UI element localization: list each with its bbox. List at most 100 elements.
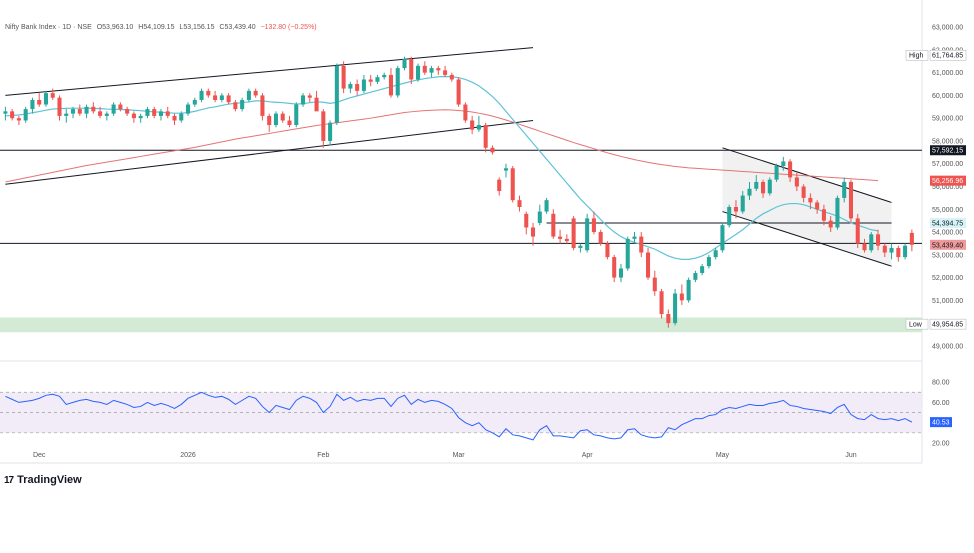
candle	[429, 65, 434, 78]
candle-body	[118, 104, 123, 110]
price-label: 57,592.15	[932, 148, 963, 155]
candle	[409, 56, 414, 85]
symbol-name[interactable]: Nifty Bank Index · 1D · NSE	[5, 24, 92, 31]
candle	[544, 197, 549, 214]
candle	[179, 111, 184, 123]
candle-body	[591, 218, 596, 233]
candle-body	[794, 177, 799, 187]
candle-body	[618, 268, 623, 278]
candle	[30, 97, 35, 114]
candle	[848, 179, 853, 223]
symbol-header: Nifty Bank Index · 1D · NSE O53,963.10 H…	[5, 24, 320, 31]
price-label: 53,439.40	[932, 242, 963, 249]
price-tick-label: 56,000.00	[932, 184, 963, 191]
candle-body	[43, 93, 48, 105]
candle-body	[727, 206, 732, 226]
candle-body	[341, 65, 346, 89]
candle	[679, 284, 684, 305]
candle	[199, 88, 204, 103]
sma-fast-line	[5, 75, 879, 260]
candle-body	[301, 95, 306, 105]
candle	[903, 243, 908, 260]
candle-body	[740, 195, 745, 212]
candle	[436, 65, 441, 75]
candle	[612, 254, 617, 283]
candle-body	[497, 179, 502, 192]
candle	[578, 243, 583, 253]
price-label: 54,394.75	[932, 221, 963, 228]
low-value: L53,156.15	[179, 24, 215, 31]
candle	[138, 113, 143, 123]
candle-body	[848, 181, 853, 219]
candle	[801, 184, 806, 203]
price-label-tag-box	[905, 49, 929, 61]
candle	[104, 111, 109, 121]
candle-body	[700, 266, 705, 274]
candle	[260, 93, 265, 121]
candle-body	[903, 245, 908, 258]
candle	[334, 63, 339, 126]
candle-body	[253, 90, 258, 96]
candle-body	[625, 238, 630, 269]
candle-body	[862, 243, 867, 251]
price-tick-label: 58,000.00	[932, 138, 963, 145]
candle	[531, 222, 536, 246]
candle-body	[788, 161, 793, 178]
candle	[307, 93, 312, 103]
time-tick-label: Dec	[33, 452, 46, 459]
candle	[733, 200, 738, 219]
candle	[395, 65, 400, 98]
price-label-box	[930, 218, 966, 229]
candle-body	[463, 104, 468, 121]
rsi-line	[5, 391, 913, 441]
candle-body	[855, 218, 860, 244]
candle-body	[71, 109, 76, 114]
candle-body	[652, 277, 657, 292]
candle	[876, 229, 881, 251]
candle-body	[125, 109, 130, 114]
candle-body	[334, 65, 339, 123]
candle	[37, 93, 42, 107]
candle-body	[754, 181, 759, 189]
candle	[503, 163, 508, 178]
candle-body	[544, 200, 549, 212]
candle	[240, 97, 245, 112]
candle-body	[179, 113, 184, 121]
candle-body	[686, 279, 691, 301]
candle-body	[172, 115, 177, 121]
candle-body	[537, 211, 542, 223]
candle	[815, 200, 820, 214]
candle	[111, 102, 116, 116]
tradingview-logo[interactable]: 17 TradingView	[4, 474, 82, 486]
rsi-value-label: 40.53	[932, 420, 950, 427]
candle	[564, 234, 569, 244]
candle	[909, 229, 914, 252]
candle-body	[801, 186, 806, 198]
candle-body	[517, 200, 522, 207]
candle-body	[409, 58, 414, 80]
candle-body	[260, 95, 265, 116]
candle	[463, 102, 468, 123]
candle	[862, 238, 867, 253]
candle	[727, 204, 732, 228]
candle-body	[896, 247, 901, 258]
candle	[794, 172, 799, 192]
candle-body	[165, 111, 170, 116]
candle	[23, 106, 28, 123]
candle	[375, 74, 380, 85]
candle	[835, 195, 840, 230]
candle-body	[314, 97, 319, 112]
candle	[788, 159, 793, 182]
candle-body	[307, 95, 312, 98]
brand-name: TradingView	[17, 474, 82, 486]
candle	[693, 270, 698, 283]
candle	[882, 243, 887, 258]
candle	[50, 88, 55, 100]
candle	[869, 232, 874, 253]
candle-body	[679, 293, 684, 301]
candle	[16, 115, 21, 126]
candle-body	[57, 97, 62, 116]
candle-body	[483, 125, 488, 148]
candle	[625, 236, 630, 271]
